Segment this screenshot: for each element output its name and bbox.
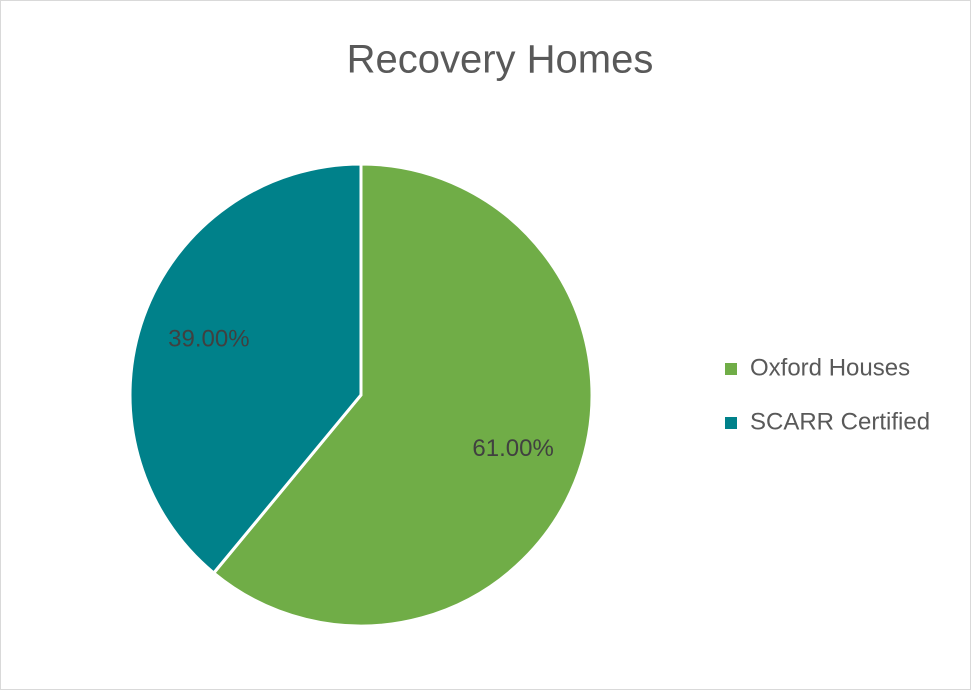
legend-label: Oxford Houses <box>750 354 910 381</box>
data-label: 39.00% <box>168 326 249 353</box>
pie-slice <box>211 162 594 628</box>
legend-label: SCARR Certified <box>750 408 930 435</box>
data-label: 61.00% <box>472 435 553 462</box>
chart-title: Recovery Homes <box>347 38 654 82</box>
pie-slice <box>128 162 363 576</box>
legend-swatch <box>725 417 737 429</box>
legend-swatch <box>725 363 737 375</box>
